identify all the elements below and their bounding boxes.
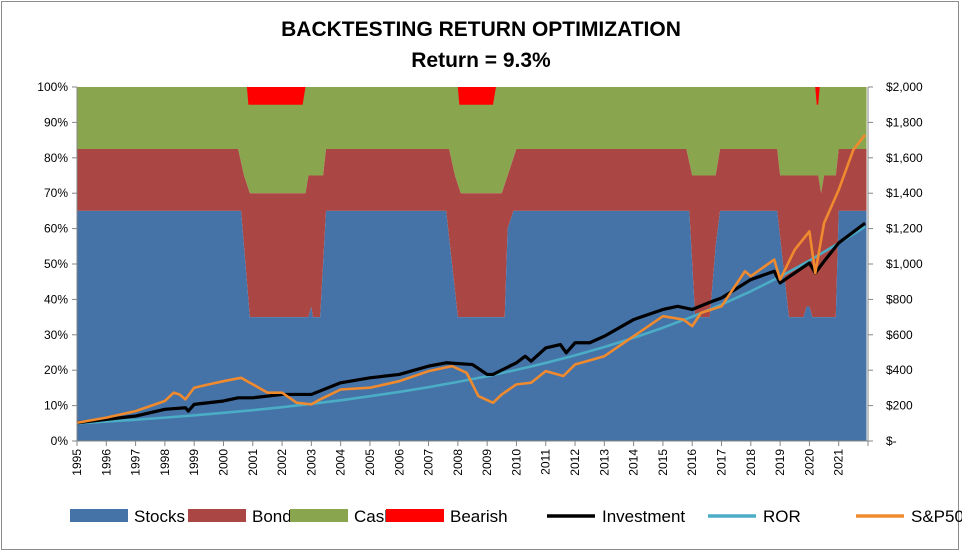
- left-tick-label: 80%: [44, 151, 68, 165]
- plot-area: [76, 87, 867, 441]
- x-tick-label: 2015: [656, 449, 670, 476]
- right-tick-label: $1,000: [886, 257, 923, 271]
- x-tick-label: 2019: [773, 449, 787, 476]
- right-tick-label: $1,600: [886, 151, 923, 165]
- right-tick-label: $800: [886, 292, 913, 306]
- x-tick-label: 1995: [70, 449, 84, 476]
- chart-subtitle: Return = 9.3%: [411, 49, 551, 72]
- left-tick-label: 100%: [37, 80, 68, 94]
- x-tick-label: 2010: [509, 449, 523, 476]
- right-tick-label: $600: [886, 328, 913, 342]
- x-tick-label: 2017: [715, 449, 729, 476]
- left-tick-label: 70%: [44, 186, 68, 200]
- left-tick-label: 10%: [44, 399, 68, 413]
- right-tick-label: $1,200: [886, 222, 923, 236]
- x-tick-label: 2009: [480, 449, 494, 476]
- x-tick-label: 2002: [275, 449, 289, 476]
- legend: Stocks Bonds Cash Bearish Investment ROR S&P50…: [70, 507, 962, 526]
- x-tick-label: 2013: [597, 449, 611, 476]
- left-tick-label: 90%: [44, 115, 68, 129]
- legend-label-bearish: Bearish: [450, 507, 508, 526]
- x-tick-label: 2020: [802, 449, 816, 476]
- legend-label-cash: Cash: [354, 507, 394, 526]
- left-tick-label: 50%: [44, 257, 68, 271]
- x-tick-label: 1996: [99, 449, 113, 476]
- x-tick-label: 2004: [334, 449, 348, 476]
- left-tick-label: 0%: [51, 434, 69, 448]
- x-tick-label: 2014: [627, 449, 641, 476]
- x-tick-label: 2008: [451, 449, 465, 476]
- right-tick-label: $1,800: [886, 115, 923, 129]
- left-tick-label: 40%: [44, 292, 68, 306]
- sp500-line: [76, 133, 867, 425]
- x-tick-label: 1997: [129, 449, 143, 476]
- investment-line: [76, 221, 867, 425]
- right-tick-label: $1,400: [886, 186, 923, 200]
- stocks-area: [77, 210, 867, 441]
- x-tick-label: 2018: [744, 449, 758, 476]
- x-tick-label: 2016: [685, 449, 699, 476]
- legend-label-sp500: S&P500: [911, 507, 962, 526]
- x-tick-label: 2021: [832, 449, 846, 476]
- cash-area: [77, 87, 867, 194]
- x-tick-label: 1998: [158, 449, 172, 476]
- bonds-area: [77, 148, 867, 318]
- legend-swatch-cash: [290, 509, 348, 522]
- x-tick-label: 2003: [304, 449, 318, 476]
- x-tick-label: 2007: [422, 449, 436, 476]
- left-tick-label: 30%: [44, 328, 68, 342]
- left-tick-label: 20%: [44, 363, 68, 377]
- legend-label-stocks: Stocks: [134, 507, 185, 526]
- right-tick-label: $200: [886, 399, 913, 413]
- legend-swatch-bearish: [386, 509, 444, 522]
- right-tick-label: $-: [886, 434, 897, 448]
- x-tick-label: 2011: [539, 449, 553, 475]
- bearish-area: [77, 87, 867, 105]
- x-tick-label: 2001: [246, 449, 260, 476]
- x-tick-label: 2005: [363, 449, 377, 476]
- legend-swatch-stocks: [70, 509, 128, 522]
- x-tick-label: 1999: [187, 449, 201, 476]
- legend-label-bonds: Bonds: [252, 507, 300, 526]
- legend-label-investment: Investment: [602, 507, 685, 526]
- x-tick-label: 2012: [568, 449, 582, 476]
- legend-swatch-bonds: [188, 509, 246, 522]
- right-tick-label: $2,000: [886, 80, 923, 94]
- chart-title: BACKTESTING RETURN OPTIMIZATION: [281, 18, 681, 41]
- right-tick-label: $400: [886, 363, 913, 377]
- x-tick-label: 2000: [216, 449, 230, 476]
- x-tick-label: 2006: [392, 449, 406, 476]
- legend-label-ror: ROR: [763, 507, 801, 526]
- axes: 0% 10% 20% 30% 40% 50% 60% 70% 80% 90% 100% $- $200 $…: [37, 80, 923, 476]
- left-tick-label: 60%: [44, 222, 68, 236]
- ror-line: [76, 225, 866, 425]
